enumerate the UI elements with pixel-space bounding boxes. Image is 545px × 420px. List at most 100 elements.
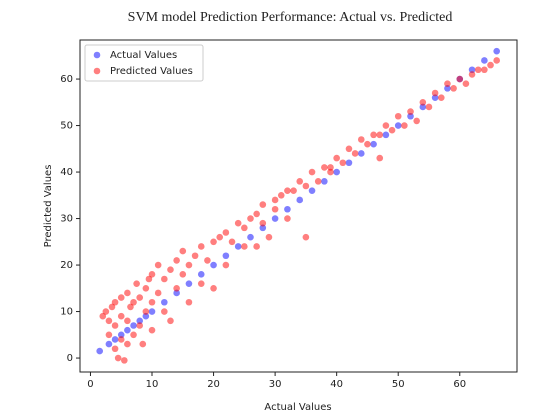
point [154, 261, 162, 269]
point [105, 331, 113, 339]
point [444, 80, 451, 88]
point [234, 219, 242, 227]
y-tick-label: 40 [60, 167, 73, 178]
y-tick-label: 60 [60, 74, 73, 85]
point [210, 238, 217, 246]
point [102, 308, 110, 315]
legend-marker [93, 51, 101, 59]
point [197, 280, 205, 287]
point [284, 215, 291, 222]
point [130, 331, 137, 339]
point [117, 336, 125, 343]
point [481, 66, 488, 74]
chart-title: SVM model Prediction Performance: Actual… [128, 10, 453, 25]
point [136, 294, 144, 301]
point [148, 326, 156, 334]
point [302, 233, 310, 241]
point [216, 233, 224, 241]
point [136, 317, 144, 325]
point [136, 322, 144, 329]
point [376, 154, 384, 162]
point [333, 154, 340, 162]
point [222, 261, 230, 269]
point [327, 168, 334, 176]
x-axis-label: Actual Values [264, 402, 331, 413]
point [284, 205, 291, 213]
point [210, 285, 217, 292]
point [145, 275, 153, 283]
point [124, 289, 131, 297]
point [130, 322, 137, 329]
point [173, 257, 180, 264]
point [127, 303, 134, 311]
point [139, 340, 147, 348]
point [247, 233, 254, 241]
point [450, 85, 457, 92]
point [265, 233, 273, 241]
point [185, 298, 193, 306]
point [111, 322, 119, 329]
point [114, 354, 122, 362]
point [321, 178, 328, 185]
point [210, 261, 217, 269]
point [308, 187, 316, 194]
point [154, 289, 162, 297]
point [117, 331, 125, 339]
point [271, 215, 279, 222]
point [394, 112, 402, 120]
point [117, 294, 125, 301]
point [382, 131, 390, 139]
x-tick-label: 60 [453, 379, 466, 390]
point [456, 75, 464, 83]
point [234, 243, 242, 250]
point [296, 178, 304, 185]
point [148, 308, 156, 315]
point [179, 247, 187, 255]
point [111, 298, 119, 306]
y-tick-label: 50 [60, 121, 73, 132]
point [468, 66, 476, 74]
point [185, 280, 193, 287]
point [327, 164, 334, 171]
y-tick-label: 20 [60, 260, 73, 271]
point [419, 103, 427, 111]
x-tick-label: 30 [269, 379, 282, 390]
point [345, 159, 353, 167]
point [167, 266, 174, 274]
point [222, 229, 230, 236]
point [105, 340, 113, 348]
point [142, 308, 150, 315]
point [407, 108, 414, 115]
point [111, 336, 119, 343]
legend-box [84, 44, 204, 82]
point [148, 298, 156, 306]
x-tick-label: 50 [392, 379, 405, 390]
point [364, 140, 371, 148]
point [259, 219, 267, 227]
point [96, 347, 103, 355]
point [481, 57, 488, 64]
point [296, 196, 304, 204]
x-tick-label: 20 [207, 379, 220, 390]
point [271, 196, 279, 204]
point [302, 182, 310, 190]
point [173, 285, 180, 292]
point [271, 205, 279, 213]
point [277, 192, 285, 199]
point [351, 150, 359, 157]
point [124, 326, 131, 334]
point [111, 345, 119, 353]
legend-label: Actual Values [110, 50, 177, 61]
point [407, 112, 414, 120]
point [133, 280, 140, 287]
point [197, 271, 205, 278]
legend-label: Predicted Values [110, 66, 193, 77]
point [357, 136, 365, 143]
point [161, 275, 168, 283]
point [394, 122, 402, 129]
point [493, 47, 500, 55]
point [284, 187, 291, 194]
point [462, 80, 470, 88]
point [161, 298, 168, 306]
